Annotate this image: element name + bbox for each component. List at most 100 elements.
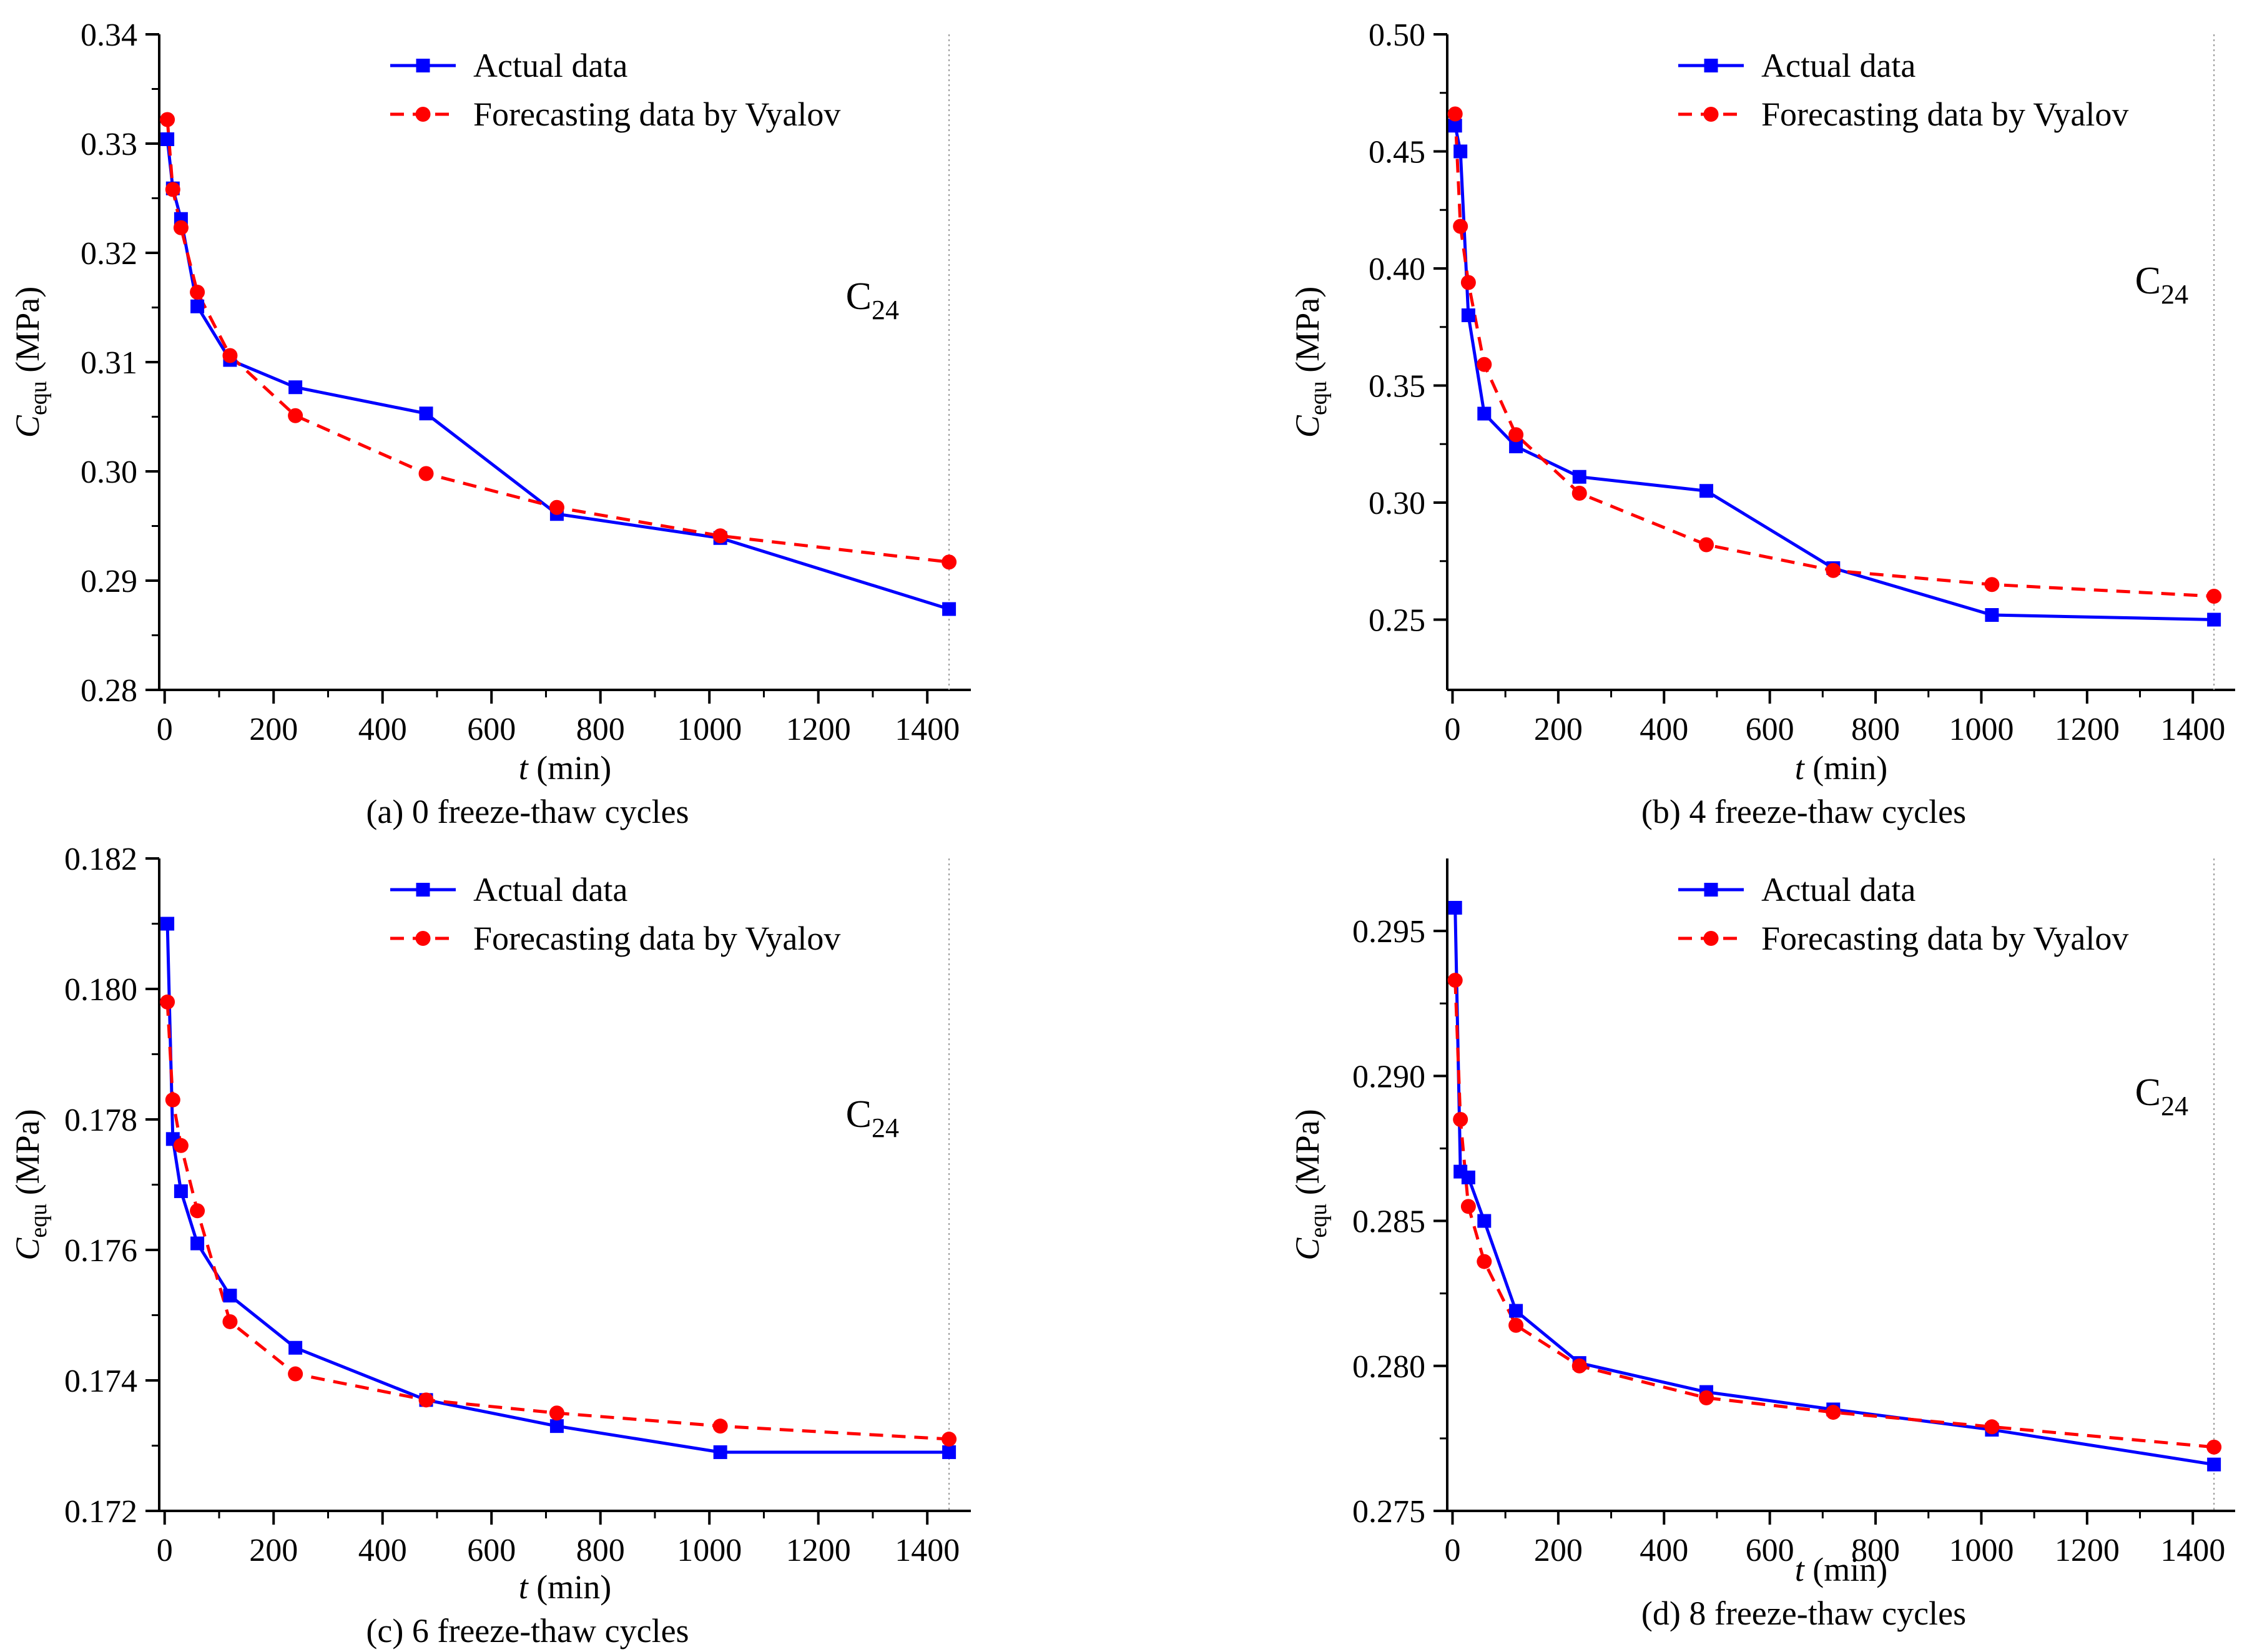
data-point-actual — [160, 132, 175, 146]
data-point-actual — [1453, 144, 1468, 159]
data-point-forecast — [942, 1432, 957, 1447]
data-point-actual — [1509, 440, 1523, 453]
data-point-actual — [419, 406, 433, 421]
x-axis-label: t (min) — [1795, 749, 1888, 787]
legend-marker-forecast — [415, 107, 431, 122]
annotation-base: C — [2135, 260, 2161, 302]
data-point-actual — [288, 380, 303, 395]
y-tick-label: 0.34 — [81, 17, 137, 53]
data-point-forecast — [173, 220, 189, 235]
data-point-forecast — [418, 466, 434, 481]
annotation-label: C24 — [846, 1093, 899, 1143]
y-tick-label: 0.285 — [1352, 1204, 1425, 1240]
y-axis-label-unit: (MPa) — [9, 287, 46, 381]
data-point-actual — [942, 1445, 956, 1459]
data-point-actual — [160, 917, 175, 931]
y-axis-label: Cequ (MPa) — [1289, 287, 1332, 438]
data-point-actual — [223, 1289, 237, 1303]
data-point-actual — [1477, 1214, 1492, 1228]
data-point-forecast — [1699, 1390, 1714, 1405]
x-axis-label: t (min) — [519, 1568, 612, 1606]
x-tick-label: 600 — [1746, 712, 1794, 747]
data-point-actual — [190, 299, 205, 313]
data-point-forecast — [1826, 1405, 1841, 1420]
data-point-forecast — [1984, 577, 2000, 592]
y-tick-label: 0.31 — [81, 345, 137, 381]
data-point-actual — [1509, 1304, 1523, 1318]
x-tick-label: 200 — [249, 712, 298, 747]
data-point-forecast — [1477, 356, 1492, 372]
y-axis-label-sub: equ — [1306, 1204, 1332, 1238]
y-tick-label: 0.28 — [81, 673, 137, 709]
x-tick-label: 200 — [1534, 712, 1583, 747]
data-point-actual — [1461, 308, 1475, 322]
x-axis-label: t (min) — [519, 749, 612, 787]
data-point-actual — [190, 1236, 205, 1251]
series-line-2 — [1453, 980, 2215, 1449]
legend-marker-forecast — [1703, 931, 1719, 946]
y-tick-label: 0.29 — [81, 564, 137, 599]
data-point-forecast — [1447, 106, 1463, 122]
data-point-forecast — [549, 499, 564, 515]
data-point-forecast — [1453, 1112, 1468, 1127]
chart-panel-1: 0 200 400 600 800 1000 1200 1400 0.28 0.29 0.30 0.3… — [9, 17, 971, 830]
data-point-actual — [1461, 1170, 1475, 1184]
y-tick-label: 0.275 — [1352, 1494, 1425, 1530]
legend-marker-forecast — [415, 931, 431, 946]
panel-caption: (a) 0 freeze-thaw cycles — [366, 793, 689, 830]
annotation-sub: 24 — [872, 295, 899, 325]
series-line-1 — [165, 923, 950, 1454]
annotation-label: C24 — [2135, 260, 2188, 310]
chart-panel-4: 0 200 400 600 800 1000 1200 1400 0.275 0.280 0.285… — [1289, 858, 2235, 1632]
data-point-forecast — [712, 1418, 728, 1434]
panel-caption: (c) 6 freeze-thaw cycles — [366, 1612, 689, 1650]
data-point-forecast — [222, 348, 238, 363]
x-tick-label: 1400 — [2160, 1533, 2225, 1568]
y-axis-label-sub: equ — [1306, 381, 1332, 415]
y-tick-label: 0.32 — [81, 236, 137, 272]
x-axis-label-var: t — [1795, 1551, 1806, 1588]
data-point-actual — [713, 1445, 727, 1459]
data-point-forecast — [1826, 563, 1841, 578]
data-point-forecast — [160, 994, 175, 1010]
y-tick-label: 0.33 — [81, 127, 137, 162]
data-point-actual — [1448, 900, 1462, 915]
x-tick-label: 1200 — [2055, 1533, 2120, 1568]
data-point-forecast — [2206, 589, 2222, 604]
data-point-forecast — [418, 1392, 434, 1408]
data-point-forecast — [1571, 486, 1587, 501]
legend-label-1: Actual data — [473, 871, 627, 908]
y-axis-label: Cequ (MPa) — [9, 287, 52, 438]
legend-marker-actual — [416, 883, 430, 897]
y-tick-label: 0.180 — [64, 972, 137, 1008]
x-tick-label: 800 — [576, 1533, 625, 1568]
legend-label-1: Actual data — [1761, 871, 1915, 908]
y-tick-label: 0.176 — [64, 1233, 137, 1269]
x-tick-label: 200 — [1534, 1533, 1583, 1568]
y-axis-label: Cequ (MPa) — [1289, 1109, 1332, 1260]
annotation-label: C24 — [846, 275, 899, 325]
series-line-1 — [1453, 125, 2215, 621]
x-tick-label: 0 — [157, 1533, 173, 1568]
data-point-forecast — [1699, 537, 1714, 553]
x-tick-label: 1200 — [786, 1533, 851, 1568]
data-point-forecast — [190, 1203, 205, 1219]
data-point-actual — [2207, 1457, 2221, 1472]
annotation-label: C24 — [2135, 1071, 2188, 1121]
annotation-sub: 24 — [2161, 1091, 2188, 1121]
x-axis-label-unit: (min) — [1804, 1551, 1887, 1588]
data-point-forecast — [1460, 1199, 1476, 1214]
y-axis-label-sub: equ — [26, 381, 52, 415]
x-tick-label: 800 — [1851, 712, 1900, 747]
data-point-forecast — [549, 1405, 564, 1421]
x-tick-label: 600 — [1746, 1533, 1794, 1568]
series-line-1 — [1453, 907, 2215, 1467]
y-tick-label: 0.280 — [1352, 1349, 1425, 1385]
y-tick-label: 0.172 — [64, 1494, 137, 1530]
x-tick-label: 400 — [358, 1533, 407, 1568]
x-tick-label: 400 — [358, 712, 407, 747]
annotation-base: C — [2135, 1071, 2161, 1114]
data-point-actual — [288, 1340, 303, 1355]
legend-label-1: Actual data — [1761, 47, 1915, 84]
y-tick-label: 0.25 — [1369, 603, 1425, 639]
